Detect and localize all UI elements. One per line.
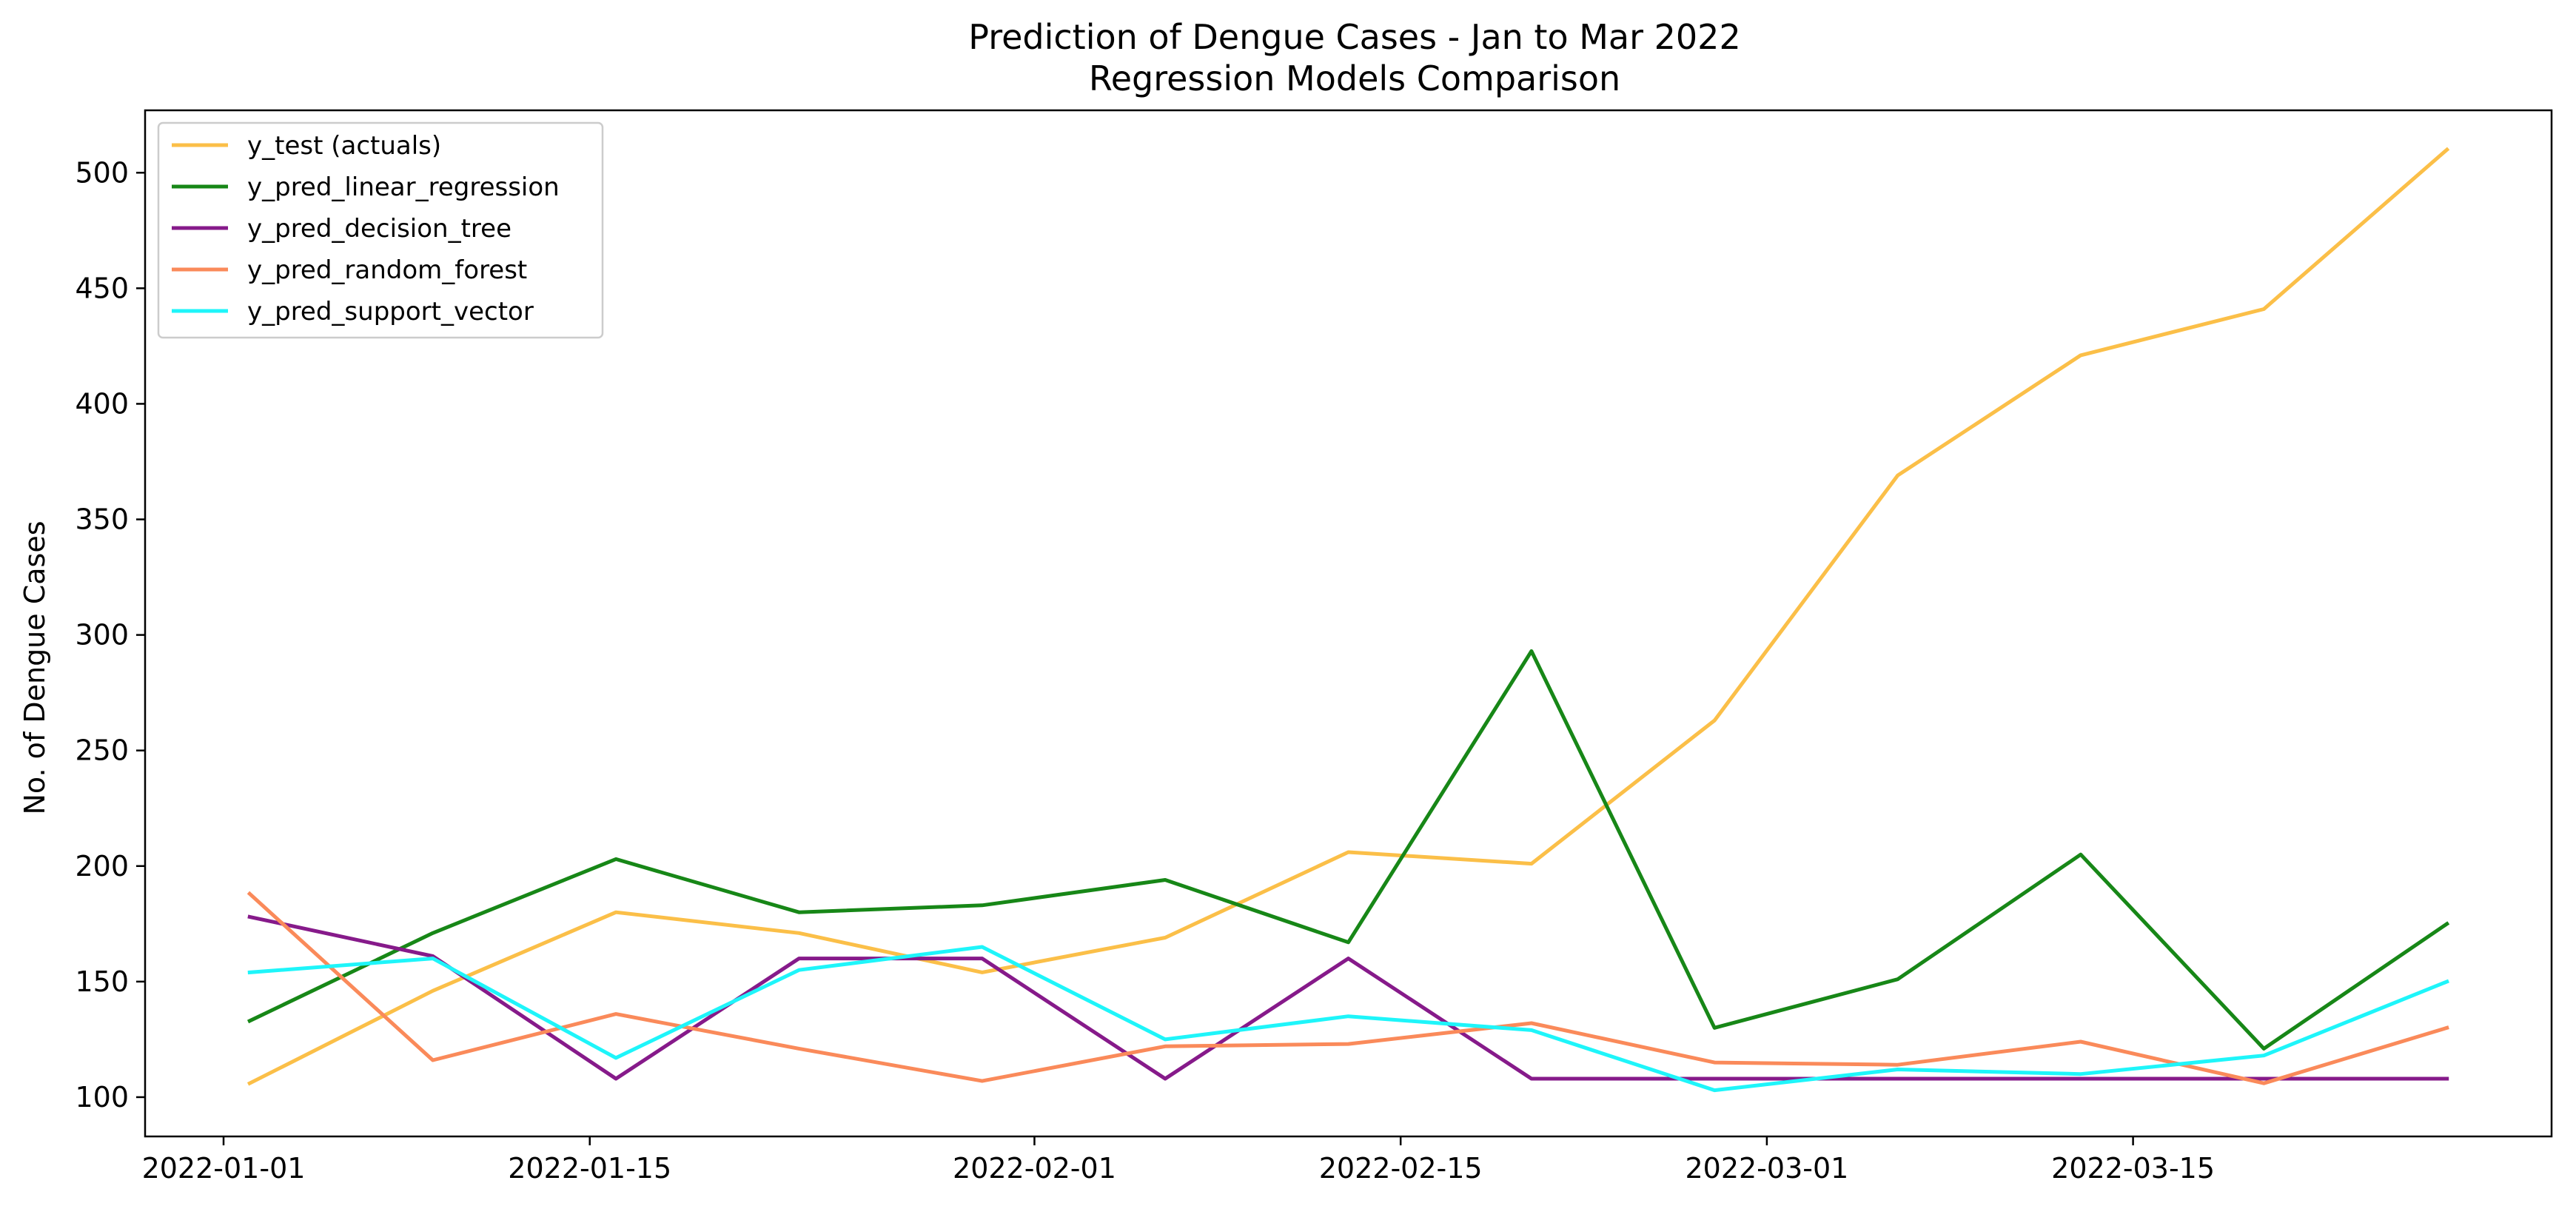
plot-frame bbox=[144, 109, 2553, 1138]
y-axis-ticks: 100 150 200 250 300 350 400 450 500 bbox=[75, 156, 145, 1113]
series-line-0 bbox=[246, 147, 2450, 1086]
y-tick-label: 200 bbox=[75, 850, 129, 883]
y-tick-label: 100 bbox=[75, 1081, 129, 1113]
plot-lines bbox=[246, 147, 2450, 1093]
legend-label-0: y_test (actuals) bbox=[247, 131, 441, 161]
chart-subtitle: Regression Models Comparison bbox=[1089, 58, 1620, 98]
y-tick-label: 350 bbox=[75, 503, 129, 536]
y-tick-label: 150 bbox=[75, 965, 129, 998]
chart-title: Prediction of Dengue Cases - Jan to Mar … bbox=[968, 17, 1740, 57]
y-tick-label: 400 bbox=[75, 387, 129, 420]
legend-box bbox=[157, 121, 604, 339]
y-axis-label: No. of Dengue Cases bbox=[19, 520, 51, 814]
series-line-4 bbox=[247, 945, 2449, 1093]
x-tick-label: 2022-02-15 bbox=[1319, 1152, 1483, 1185]
legend: y_test (actuals) y_pred_linear_regression… bbox=[157, 121, 604, 339]
legend-label-3: y_pred_random_forest bbox=[247, 255, 527, 285]
series-line-3 bbox=[246, 891, 2449, 1085]
legend-label-2: y_pred_decision_tree bbox=[247, 214, 511, 244]
y-tick-label: 300 bbox=[75, 619, 129, 652]
legend-label-4: y_pred_support_vector bbox=[247, 297, 534, 326]
series-line-1 bbox=[246, 649, 2450, 1051]
y-tick-label: 450 bbox=[75, 272, 129, 304]
x-tick-label: 2022-03-15 bbox=[2051, 1152, 2215, 1185]
x-tick-label: 2022-01-01 bbox=[142, 1152, 306, 1185]
y-tick-label: 250 bbox=[75, 734, 129, 767]
x-tick-label: 2022-01-15 bbox=[508, 1152, 671, 1185]
x-tick-label: 2022-03-01 bbox=[1685, 1152, 1848, 1185]
legend-label-1: y_pred_linear_regression bbox=[247, 173, 560, 202]
x-tick-label: 2022-02-01 bbox=[953, 1152, 1116, 1185]
x-axis-ticks: 2022-01-01 2022-01-15 2022-02-01 2022-02-15… bbox=[142, 1136, 2215, 1185]
y-tick-label: 500 bbox=[75, 156, 129, 189]
series-line-2 bbox=[247, 914, 2449, 1081]
